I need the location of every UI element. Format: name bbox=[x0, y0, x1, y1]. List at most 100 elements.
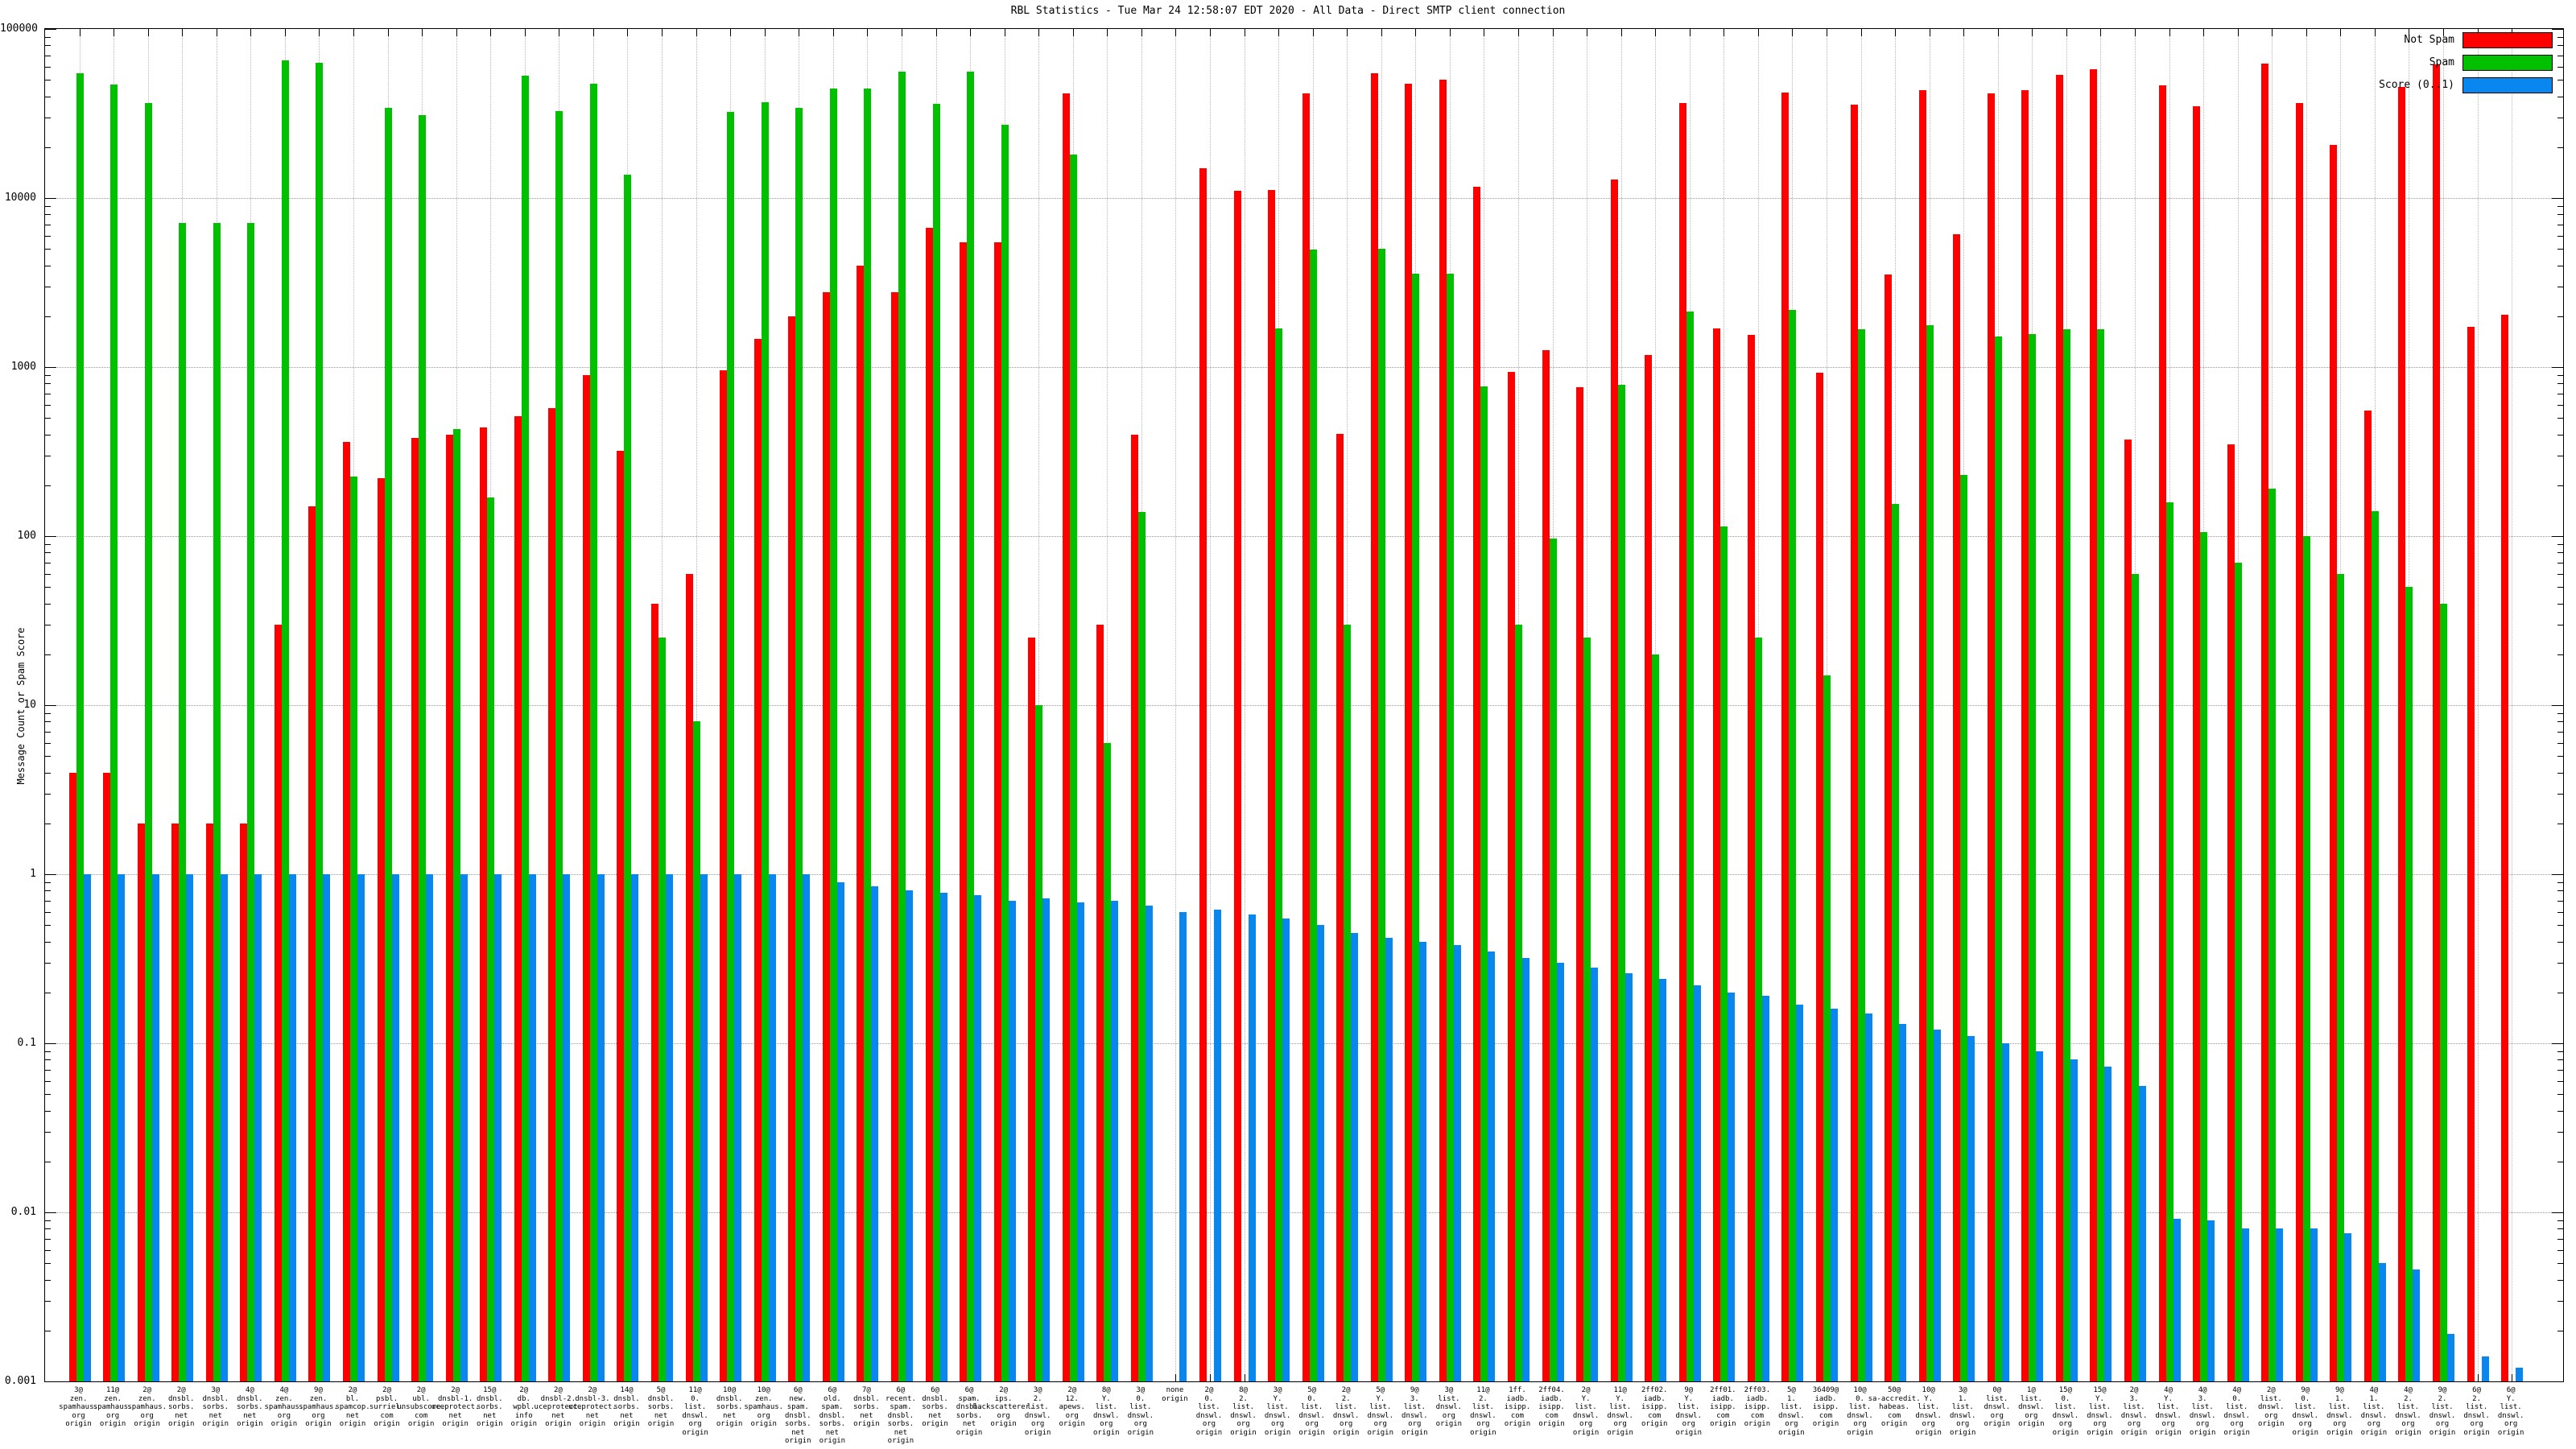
bar-score bbox=[1008, 900, 1016, 1381]
y-minor-tick bbox=[45, 1249, 51, 1251]
y-minor-tick bbox=[45, 562, 51, 564]
bar-score bbox=[2139, 1085, 2147, 1381]
y-minor-tick bbox=[2557, 712, 2563, 714]
legend-item-score: Score (0..1) bbox=[2297, 77, 2553, 93]
x-tick-label: 2@ Y. list. dnswl. org origin bbox=[1572, 1386, 1600, 1437]
y-minor-tick bbox=[45, 1228, 51, 1230]
bar-spam bbox=[281, 60, 289, 1381]
bar-not-spam bbox=[1885, 274, 1893, 1381]
x-tick-label: 15@ dnsbl. sorbs. net origin bbox=[476, 1386, 503, 1428]
y-minor-tick bbox=[2557, 45, 2563, 47]
bar-not-spam bbox=[2227, 444, 2235, 1381]
x-gridline bbox=[1209, 29, 1211, 1381]
y-minor-tick bbox=[45, 742, 51, 744]
x-tick-mark bbox=[284, 29, 286, 36]
y-major-tick bbox=[45, 705, 56, 706]
bar-spam bbox=[1720, 526, 1728, 1381]
bar-not-spam bbox=[480, 427, 488, 1381]
bar-spam bbox=[1344, 624, 1352, 1381]
bar-score bbox=[1591, 968, 1599, 1381]
bar-score bbox=[1316, 925, 1324, 1381]
bar-not-spam bbox=[514, 416, 522, 1381]
bar-score bbox=[597, 874, 605, 1381]
bar-not-spam bbox=[1336, 433, 1344, 1381]
bar-spam bbox=[179, 223, 187, 1381]
y-minor-tick bbox=[45, 772, 51, 774]
bar-score bbox=[118, 874, 126, 1381]
bar-spam bbox=[1926, 324, 1934, 1381]
bar-not-spam bbox=[1747, 334, 1755, 1381]
y-minor-tick bbox=[45, 147, 51, 148]
bar-not-spam bbox=[1542, 349, 1550, 1381]
y-minor-tick bbox=[45, 205, 51, 207]
x-tick-label: 3@ zen. spamhaus. org origin bbox=[59, 1386, 98, 1428]
y-minor-tick bbox=[45, 1131, 51, 1133]
plot-area bbox=[44, 28, 2564, 1382]
y-minor-tick bbox=[45, 1110, 51, 1112]
x-tick-mark bbox=[2237, 29, 2239, 36]
y-minor-tick bbox=[45, 573, 51, 575]
y-minor-tick bbox=[45, 890, 51, 892]
bar-spam bbox=[1960, 475, 1968, 1381]
x-tick-label: 2ff04. iadb. isipp. com origin bbox=[1538, 1386, 1565, 1428]
bar-score bbox=[1282, 918, 1290, 1381]
x-tick-mark bbox=[592, 29, 594, 36]
bar-not-spam bbox=[753, 339, 762, 1381]
bar-not-spam bbox=[1850, 104, 1858, 1381]
y-minor-tick bbox=[45, 316, 51, 317]
bar-score bbox=[803, 874, 811, 1381]
x-tick-label: 1ff. iadb. isipp. com origin bbox=[1504, 1386, 1531, 1428]
bar-spam bbox=[1412, 273, 1420, 1381]
x-tick-label: 6@ Y. list. dnswl. org origin bbox=[2497, 1386, 2524, 1437]
x-tick-label: none origin bbox=[1162, 1386, 1188, 1403]
bar-score bbox=[2241, 1228, 2249, 1381]
y-minor-tick bbox=[45, 756, 51, 758]
bar-score bbox=[2378, 1263, 2386, 1381]
x-tick-mark bbox=[1895, 29, 1897, 36]
bar-not-spam bbox=[171, 823, 180, 1381]
x-tick-label: 6@ old. spam. dnsbl. sorbs. net origin bbox=[819, 1386, 846, 1445]
bar-spam bbox=[1994, 336, 2002, 1381]
bar-score bbox=[768, 874, 776, 1381]
x-tick-label: 6@ new. spam. dnsbl. sorbs. net origin bbox=[785, 1386, 811, 1445]
bar-score bbox=[2516, 1368, 2524, 1381]
bar-score bbox=[871, 886, 879, 1381]
bar-score bbox=[1556, 962, 1564, 1381]
x-tick-mark bbox=[696, 29, 697, 36]
bar-score bbox=[1385, 938, 1393, 1381]
bar-spam bbox=[2405, 587, 2413, 1381]
y-tick-label: 1000 bbox=[10, 361, 36, 373]
legend-swatch-not_spam bbox=[2462, 32, 2553, 48]
bar-spam bbox=[2337, 573, 2345, 1381]
x-tick-label: 10@ Y. list. dnswl. org origin bbox=[1915, 1386, 1942, 1437]
y-minor-tick bbox=[45, 418, 51, 419]
x-gridline bbox=[696, 29, 697, 1381]
bar-score bbox=[1624, 972, 1633, 1381]
bar-not-spam bbox=[343, 442, 351, 1381]
bar-score bbox=[905, 890, 913, 1381]
bar-score bbox=[2036, 1051, 2044, 1381]
y-major-tick bbox=[45, 1043, 56, 1044]
bar-not-spam bbox=[720, 370, 728, 1381]
x-tick-label: 3@ list. dnswl. org origin bbox=[1435, 1386, 1463, 1428]
x-tick-label: 15@ 0. list. dnswl. org origin bbox=[2052, 1386, 2079, 1437]
y-major-tick bbox=[2552, 367, 2563, 368]
bar-score bbox=[2310, 1228, 2318, 1381]
x-tick-mark bbox=[1038, 29, 1040, 36]
y-minor-tick bbox=[2557, 214, 2563, 216]
x-tick-mark bbox=[353, 29, 355, 36]
bar-spam bbox=[864, 89, 872, 1381]
bar-not-spam bbox=[1439, 80, 1447, 1381]
x-tick-mark bbox=[147, 29, 149, 36]
x-tick-mark bbox=[1209, 29, 1211, 36]
y-major-tick bbox=[45, 198, 56, 199]
y-minor-tick bbox=[2557, 1110, 2563, 1112]
legend-label: Spam bbox=[2429, 56, 2454, 68]
y-minor-tick bbox=[2557, 1263, 2563, 1265]
x-tick-label: 0@ list. dnswl. org origin bbox=[1984, 1386, 2011, 1428]
y-minor-tick bbox=[2557, 603, 2563, 605]
bar-not-spam bbox=[2501, 314, 2509, 1381]
bar-not-spam bbox=[137, 823, 145, 1381]
x-tick-label: 9@ Y. list. dnswl. org origin bbox=[1675, 1386, 1703, 1437]
